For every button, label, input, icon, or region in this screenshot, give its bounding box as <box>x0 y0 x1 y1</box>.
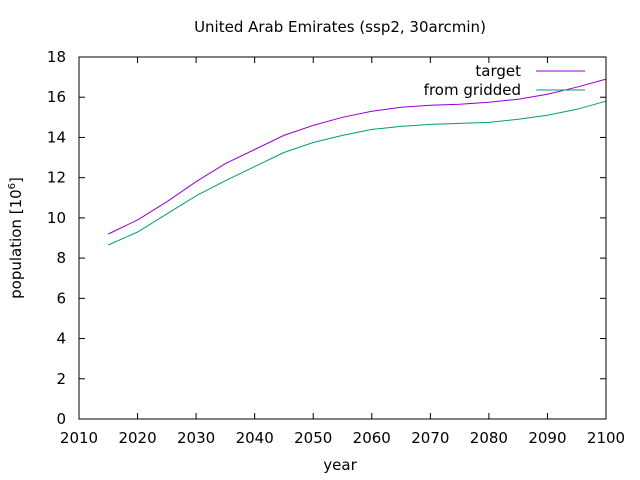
x-tick-label: 2090 <box>528 429 566 447</box>
x-tick-label: 2070 <box>411 429 449 447</box>
y-axis-label-close: ] <box>7 177 25 183</box>
y-axis-label-exponent: 6 <box>7 183 18 189</box>
legend-label-1: from gridded <box>424 81 521 99</box>
x-tick-label: 2040 <box>236 429 274 447</box>
x-tick-label: 2020 <box>118 429 156 447</box>
y-axis-label: population [106] <box>7 177 25 299</box>
series-layer <box>108 78 607 246</box>
y-tick-label: 16 <box>47 88 66 106</box>
chart-title: United Arab Emirates (ssp2, 30arcmin) <box>194 18 486 36</box>
y-tick-label: 4 <box>56 330 66 348</box>
x-axis-label: year <box>323 456 357 474</box>
plot-frame <box>78 56 607 420</box>
y-axis-label-main: population [10 <box>7 189 25 299</box>
x-tick-label: 2050 <box>294 429 332 447</box>
x-tick-label: 2010 <box>60 429 98 447</box>
series-line-1 <box>108 100 607 246</box>
ticks-layer: 2010 2020 2030 2040 2050 2060 2070 2080 2090 2100… <box>47 48 625 447</box>
y-tick-label: 0 <box>56 410 66 428</box>
y-tick-label: 10 <box>47 209 66 227</box>
y-tick-label: 14 <box>47 128 66 146</box>
x-tick-label: 2060 <box>353 429 391 447</box>
y-tick-label: 6 <box>56 289 66 307</box>
x-tick-label: 2100 <box>587 429 625 447</box>
y-tick-label: 8 <box>56 249 66 267</box>
x-tick-label: 2030 <box>177 429 215 447</box>
y-tick-label: 18 <box>47 48 66 66</box>
y-tick-label: 2 <box>56 370 66 388</box>
legend-label-0: target <box>475 62 521 80</box>
x-tick-label: 2080 <box>470 429 508 447</box>
y-tick-label: 12 <box>47 169 66 187</box>
series-line-0 <box>108 78 607 235</box>
